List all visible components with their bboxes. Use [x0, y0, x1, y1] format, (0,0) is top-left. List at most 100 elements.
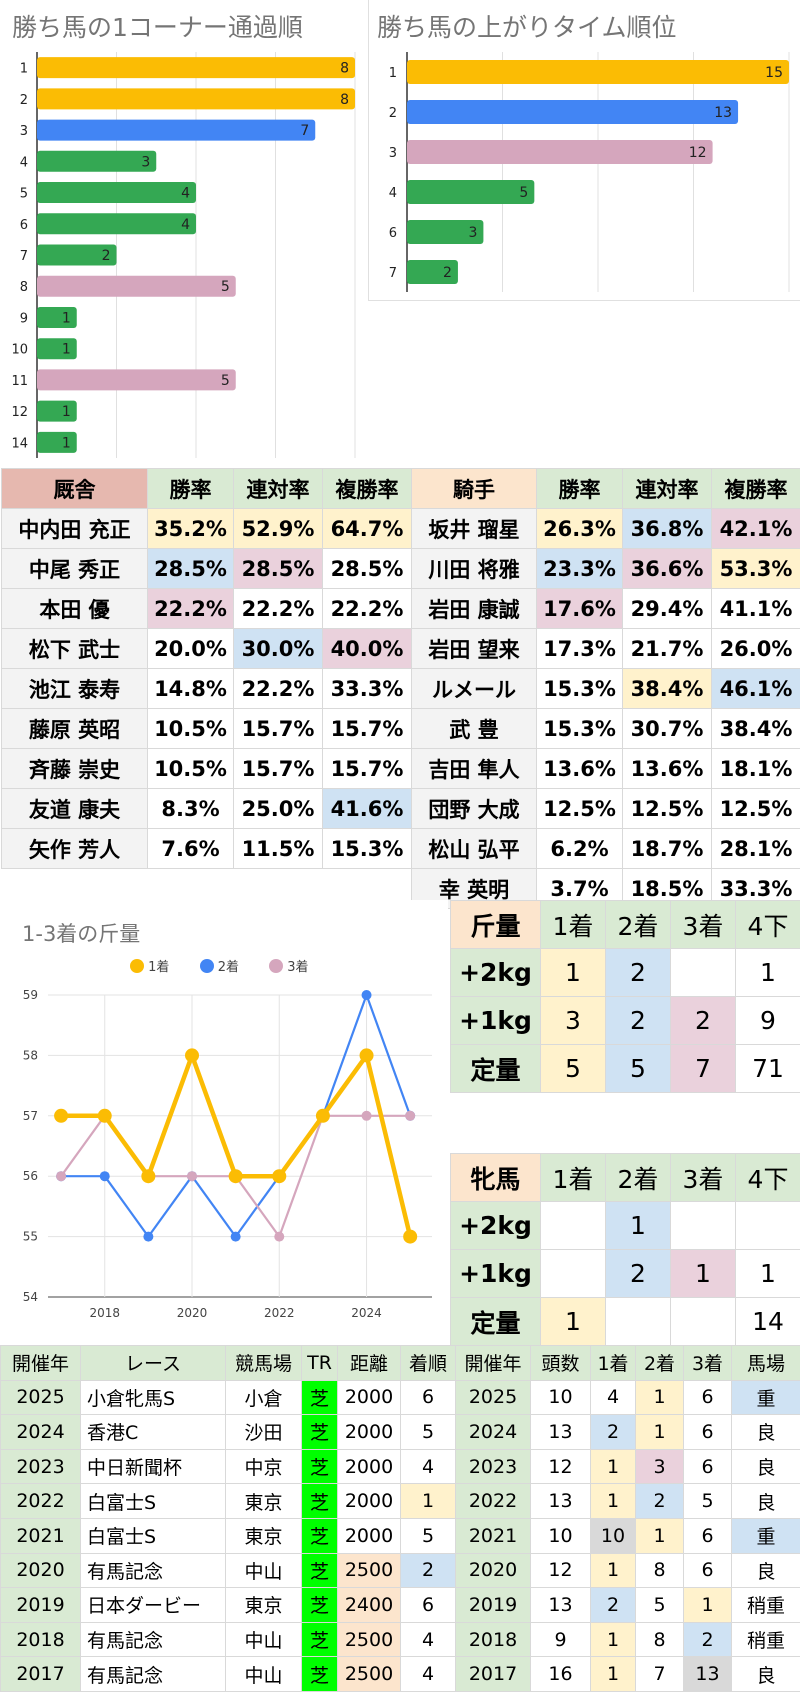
- table-cell: 有馬記念: [81, 1622, 226, 1657]
- corner-bar: [37, 88, 355, 109]
- name-cell: 池江 泰寿: [2, 669, 148, 709]
- value-cell: 52.9%: [234, 509, 323, 549]
- value-cell: 23.3%: [537, 549, 623, 589]
- corner-value-label: 1: [62, 310, 71, 326]
- value-cell: 17.3%: [537, 629, 623, 669]
- y-tick-label: 55: [23, 1230, 38, 1244]
- corner-value-label: 8: [340, 61, 349, 77]
- header-cell: 複勝率: [323, 469, 412, 509]
- value-cell: 15.7%: [234, 749, 323, 789]
- table-cell: 1: [591, 1484, 636, 1519]
- label-cell: 定量: [451, 1045, 541, 1093]
- table-cell: 中山: [226, 1657, 302, 1692]
- table-cell: 1: [591, 1622, 636, 1657]
- header-cell: 勝率: [537, 469, 623, 509]
- corner-value-label: 3: [141, 154, 150, 170]
- header-cell: 4下: [736, 1154, 800, 1202]
- corner-category-label: 8: [20, 280, 28, 295]
- header-cell: 3着: [671, 1154, 736, 1202]
- table-cell: 2020: [456, 1553, 531, 1588]
- final-time-bar: [407, 180, 534, 204]
- header-cell: 馬場: [732, 1346, 800, 1381]
- value-cell: 10.5%: [148, 709, 234, 749]
- value-cell: 40.0%: [323, 629, 412, 669]
- table-cell: 芝: [302, 1484, 338, 1519]
- table-cell: 2023: [456, 1449, 531, 1484]
- value-cell: 38.4%: [712, 709, 800, 749]
- corner-category-label: 9: [20, 311, 28, 326]
- header-cell: 複勝率: [712, 469, 800, 509]
- value-cell: [606, 1298, 671, 1346]
- series-point-1: [360, 1048, 374, 1062]
- final-time-category-label: 7: [389, 266, 397, 281]
- value-cell: 71: [736, 1045, 800, 1093]
- header-cell: TR: [302, 1346, 338, 1381]
- header-cell: 厩舎: [2, 469, 148, 509]
- table-cell: 1: [591, 1553, 636, 1588]
- table-cell: 良: [732, 1415, 800, 1450]
- table-cell: 2018: [1, 1622, 81, 1657]
- value-cell: 18.1%: [712, 749, 800, 789]
- value-cell: 21.7%: [623, 629, 712, 669]
- series-point-1: [403, 1230, 417, 1244]
- table-cell: 芝: [302, 1588, 338, 1623]
- table-cell: 16: [531, 1657, 591, 1692]
- table-cell: 稍重: [732, 1588, 800, 1623]
- table-cell: 2025: [456, 1380, 531, 1415]
- value-cell: [671, 949, 736, 997]
- value-cell: 25.0%: [234, 789, 323, 829]
- corner-value-label: 7: [300, 123, 309, 139]
- value-cell: 15.3%: [537, 669, 623, 709]
- series-point-3: [187, 1171, 197, 1181]
- value-cell: 15.3%: [537, 709, 623, 749]
- final-time-bar: [407, 60, 789, 84]
- value-cell: 6.2%: [537, 829, 623, 869]
- value-cell: 30.0%: [234, 629, 323, 669]
- series-point-3: [362, 1111, 372, 1121]
- name-cell: 友道 康夫: [2, 789, 148, 829]
- series-point-1: [316, 1109, 330, 1123]
- table-cell: 2022: [456, 1484, 531, 1519]
- table-cell: 1: [636, 1518, 684, 1553]
- header-cell: レース: [81, 1346, 226, 1381]
- table-cell: 5: [401, 1518, 456, 1553]
- series-point-1: [185, 1048, 199, 1062]
- value-cell: 7: [671, 1045, 736, 1093]
- final-time-value-label: 12: [689, 145, 707, 161]
- corner-bar: [37, 307, 77, 328]
- value-cell: 8.3%: [148, 789, 234, 829]
- series-point-3: [56, 1171, 66, 1181]
- value-cell: 1: [606, 1202, 671, 1250]
- name-cell: 岩田 康誠: [412, 589, 537, 629]
- header-cell: 斤量: [451, 901, 541, 949]
- corner-category-label: 1: [20, 62, 28, 77]
- table-cell: 2: [591, 1415, 636, 1450]
- value-cell: 53.3%: [712, 549, 800, 589]
- value-cell: 7.6%: [148, 829, 234, 869]
- table-cell: 2020: [1, 1553, 81, 1588]
- corner-value-label: 1: [62, 435, 71, 451]
- value-cell: 15.7%: [234, 709, 323, 749]
- table-cell: 2000: [338, 1415, 401, 1450]
- table-cell: 1: [684, 1588, 732, 1623]
- corner-category-label: 11: [11, 374, 28, 389]
- name-cell: 坂井 瑠星: [412, 509, 537, 549]
- corner-category-label: 7: [20, 249, 28, 264]
- value-cell: 15.7%: [323, 709, 412, 749]
- header-cell: 開催年: [1, 1346, 81, 1381]
- value-cell: 33.3%: [323, 669, 412, 709]
- table-cell: 6: [684, 1553, 732, 1588]
- table-cell: 6: [684, 1380, 732, 1415]
